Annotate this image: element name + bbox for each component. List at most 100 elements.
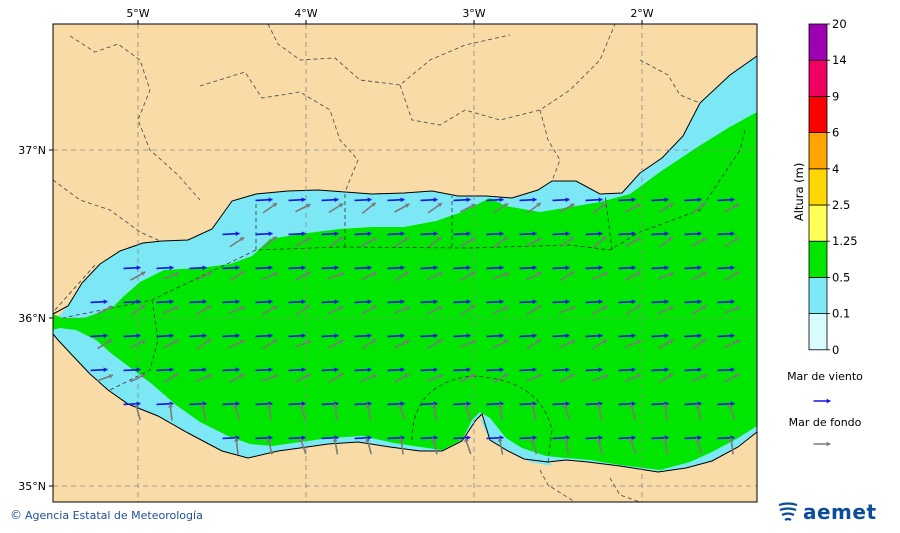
wind-wave-arrow xyxy=(354,435,372,441)
swell-arrow xyxy=(299,403,306,421)
swell-arrow xyxy=(328,372,344,384)
wind-wave-arrow xyxy=(585,333,603,339)
swell-arrow xyxy=(657,272,675,280)
swell-arrow xyxy=(625,271,641,281)
swell-arrow xyxy=(361,305,377,315)
colorbar-segment xyxy=(808,276,828,314)
wind-wave-arrow xyxy=(255,265,273,271)
swell-arrow xyxy=(691,237,707,247)
swell-arrow xyxy=(526,305,542,315)
swell-arrow xyxy=(266,437,273,455)
legend-swell-arrow xyxy=(813,441,831,447)
wind-wave-arrow xyxy=(453,197,471,203)
wind-wave-arrow xyxy=(585,435,603,441)
swell-arrow xyxy=(96,374,114,382)
wind-wave-arrow xyxy=(321,299,339,305)
wind-wave-arrow xyxy=(90,367,108,373)
lon-tick-label: 3°W xyxy=(462,7,485,20)
swell-arrow xyxy=(328,339,344,349)
wind-wave-arrow xyxy=(585,197,603,203)
wind-wave-arrow xyxy=(717,265,735,271)
wind-wave-arrow xyxy=(618,333,636,339)
swell-arrow xyxy=(134,403,141,421)
colorbar-segment xyxy=(808,59,828,97)
wind-wave-arrow xyxy=(354,401,372,407)
wind-wave-arrow xyxy=(288,401,306,407)
colorbar-level-label: 0.1 xyxy=(832,307,850,321)
swell-arrow xyxy=(658,202,674,214)
wind-wave-arrow xyxy=(255,333,273,339)
wind-wave-arrow xyxy=(420,299,438,305)
wind-wave-arrow xyxy=(321,333,339,339)
wind-wave-arrow xyxy=(123,367,141,373)
wind-wave-arrow xyxy=(222,299,240,305)
legend-wind-wave-arrow xyxy=(813,398,831,404)
credit-text: Agencia Estatal de Meteorología xyxy=(25,509,203,522)
swell-arrow xyxy=(299,437,307,455)
swell-arrow xyxy=(129,340,147,348)
wind-wave-arrow xyxy=(486,231,504,237)
swell-arrow xyxy=(625,373,641,383)
wind-wave-arrow xyxy=(288,333,306,339)
colorbar-level-label: 20 xyxy=(832,17,847,31)
wind-wave-arrow xyxy=(354,299,372,305)
swell-arrow xyxy=(200,403,207,421)
wind-wave-arrow xyxy=(453,435,471,441)
lon-tick-label: 4°W xyxy=(294,7,317,20)
wind-wave-arrow xyxy=(486,197,504,203)
swell-arrow xyxy=(426,374,444,382)
wind-wave-arrow xyxy=(651,299,669,305)
swell-arrow xyxy=(365,403,372,421)
swell-arrow xyxy=(394,373,410,383)
border-line xyxy=(52,179,161,242)
swell-arrow xyxy=(596,403,603,421)
wind-wave-arrow xyxy=(420,197,438,203)
swell-arrow xyxy=(229,270,245,282)
map-frame xyxy=(52,23,758,503)
swell-arrow xyxy=(427,202,443,214)
wind-wave-arrow xyxy=(585,231,603,237)
swell-arrow xyxy=(130,304,146,316)
wind-wave-arrow xyxy=(288,265,306,271)
swell-arrow xyxy=(427,338,443,350)
wind-wave-arrow xyxy=(453,401,471,407)
swell-arrow xyxy=(691,305,707,315)
colorbar-level-label: 14 xyxy=(832,53,847,67)
wind-wave-arrow xyxy=(420,231,438,237)
swell-arrow xyxy=(130,271,146,281)
swell-arrow xyxy=(497,437,504,455)
swell-arrow xyxy=(591,374,609,382)
swell-arrow xyxy=(492,272,510,280)
wind-wave-arrow xyxy=(420,265,438,271)
wind-wave-arrow xyxy=(651,367,669,373)
maritime-zone-line xyxy=(604,193,613,251)
wind-wave-arrow xyxy=(288,367,306,373)
wind-wave-arrow xyxy=(90,299,108,305)
colorbar-level-label: 4 xyxy=(832,162,839,176)
wind-wave-arrow xyxy=(189,367,207,373)
colorbar-segment xyxy=(808,132,828,170)
wind-wave-arrow xyxy=(684,265,702,271)
colorbar-level-label: 1.25 xyxy=(832,234,858,248)
wind-wave-arrow xyxy=(618,435,636,441)
wind-wave-arrow xyxy=(123,265,141,271)
swell-arrow xyxy=(295,237,311,247)
swell-arrow xyxy=(361,202,377,214)
wind-wave-arrow xyxy=(189,401,207,407)
swell-arrow xyxy=(723,306,741,314)
swell-arrow xyxy=(695,437,703,455)
swell-arrow xyxy=(563,403,571,421)
wind-wave-arrow xyxy=(420,333,438,339)
swell-arrow xyxy=(266,403,273,421)
swell-arrow xyxy=(394,270,410,282)
lat-tick-label: 37°N xyxy=(18,144,46,157)
wind-wave-arrow xyxy=(189,265,207,271)
wind-wave-arrow xyxy=(651,333,669,339)
swell-arrow xyxy=(663,403,668,421)
wind-wave-arrow xyxy=(552,231,570,237)
wind-wave-arrow xyxy=(552,401,570,407)
wind-wave-arrow xyxy=(486,265,504,271)
swell-arrow xyxy=(592,236,608,248)
colorbar-level-label: 0 xyxy=(832,343,839,357)
